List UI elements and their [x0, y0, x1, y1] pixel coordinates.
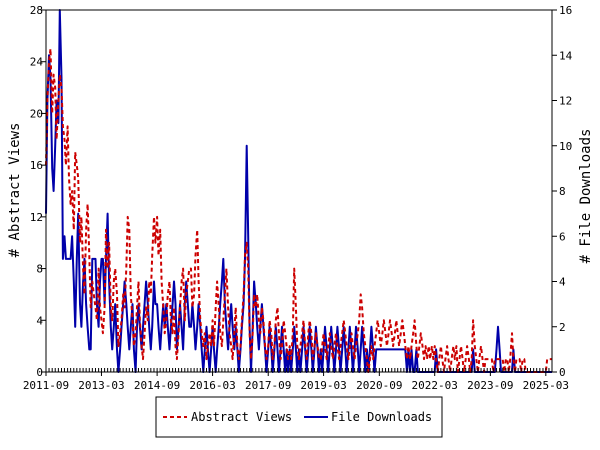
y-left-tick-label: 20	[30, 107, 43, 120]
x-tick-label: 2023-09	[467, 379, 513, 392]
y-right-tick-label: 2	[559, 321, 566, 334]
y-right-tick-label: 10	[559, 140, 572, 153]
y-left-tick-label: 4	[36, 314, 43, 327]
x-tick-label: 2011-09	[23, 379, 69, 392]
legend-label-file-downloads: File Downloads	[331, 410, 432, 424]
x-tick-label: 2025-03	[523, 379, 569, 392]
y-axis-right-label: # File Downloads	[578, 129, 594, 264]
y-right-tick-label: 12	[559, 95, 572, 108]
x-tick-label: 2022-03	[412, 379, 458, 392]
y-left-tick-label: 24	[30, 56, 44, 69]
y-axis-left-label: # Abstract Views	[7, 123, 23, 258]
x-tick-label: 2014-09	[134, 379, 180, 392]
y-right-tick-label: 0	[559, 366, 566, 379]
y-left-tick-label: 16	[30, 159, 43, 172]
x-tick-label: 2017-09	[245, 379, 291, 392]
y-right-tick-label: 8	[559, 185, 566, 198]
y-right-tick-label: 16	[559, 4, 572, 17]
x-tick-label: 2019-03	[300, 379, 346, 392]
y-left-tick-label: 12	[30, 211, 43, 224]
y-right-tick-label: 4	[559, 276, 566, 289]
legend: Abstract Views File Downloads	[155, 396, 443, 438]
series-line-abstract-views	[45, 47, 552, 373]
plot-area	[46, 10, 552, 372]
y-left-tick-label: 0	[36, 366, 43, 379]
plot-background	[46, 10, 552, 372]
legend-box	[155, 396, 443, 438]
y-left-tick-label: 8	[36, 263, 43, 276]
x-tick-label: 2013-03	[78, 379, 124, 392]
y-right-tick-label: 6	[559, 230, 566, 243]
y-left-tick-label: 28	[30, 4, 43, 17]
y-right-tick-label: 14	[559, 49, 573, 62]
x-tick-label: 2020-09	[356, 379, 402, 392]
legend-label-abstract-views: Abstract Views	[191, 410, 292, 424]
x-tick-label: 2016-03	[189, 379, 235, 392]
